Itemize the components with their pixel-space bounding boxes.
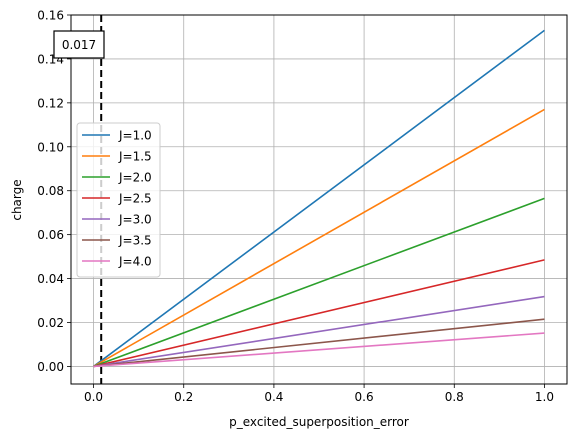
series-layer — [93, 29, 545, 368]
y-tick-label: 0.00 — [37, 360, 64, 374]
series-line — [93, 332, 545, 368]
y-tick-label: 0.06 — [37, 228, 64, 242]
annotation-box — [53, 30, 105, 59]
plot-frame — [70, 14, 568, 385]
y-tick-label: 0.04 — [37, 272, 64, 286]
legend-label: J=1.5 — [118, 150, 152, 164]
x-tick-label: 0.2 — [174, 390, 193, 404]
legend-label: J=4.0 — [118, 255, 152, 269]
x-axis-label: p_excited_superposition_error — [229, 415, 409, 429]
legend-label: J=3.0 — [118, 213, 152, 227]
series-line — [93, 295, 545, 368]
series-line — [93, 108, 545, 368]
legend-label: J=3.5 — [118, 234, 152, 248]
y-tick-label: 0.08 — [37, 184, 64, 198]
legend: J=1.0 J=1.5 J=2.0 J=2.5 J=3.0 J=3.5 J=4.0 — [76, 122, 161, 278]
y-axis-label: charge — [10, 179, 24, 220]
legend-label: J=2.0 — [118, 171, 152, 185]
legend-label: J=1.0 — [118, 129, 152, 143]
reference-line-annotation: 0.017 — [53, 30, 105, 59]
x-axis: 0.0 0.2 0.4 0.6 0.8 1.0 — [84, 384, 554, 404]
x-tick-label: 0.0 — [84, 390, 103, 404]
series-line — [93, 29, 545, 368]
x-tick-label: 1.0 — [535, 390, 554, 404]
y-axis: 0.000.020.040.060.080.100.120.140.16 — [37, 9, 71, 374]
x-tick-label: 0.6 — [355, 390, 374, 404]
x-tick-label: 0.8 — [445, 390, 464, 404]
y-tick-label: 0.12 — [37, 96, 64, 110]
y-tick-label: 0.16 — [37, 9, 64, 23]
series-line — [93, 197, 545, 368]
annotation-text: 0.017 — [62, 38, 96, 52]
x-tick-label: 0.4 — [264, 390, 283, 404]
legend-label: J=2.5 — [118, 192, 152, 206]
y-tick-label: 0.10 — [37, 140, 64, 154]
series-line — [93, 318, 545, 368]
y-tick-label: 0.02 — [37, 316, 64, 330]
series-line — [93, 259, 545, 368]
legend-box — [76, 122, 161, 278]
